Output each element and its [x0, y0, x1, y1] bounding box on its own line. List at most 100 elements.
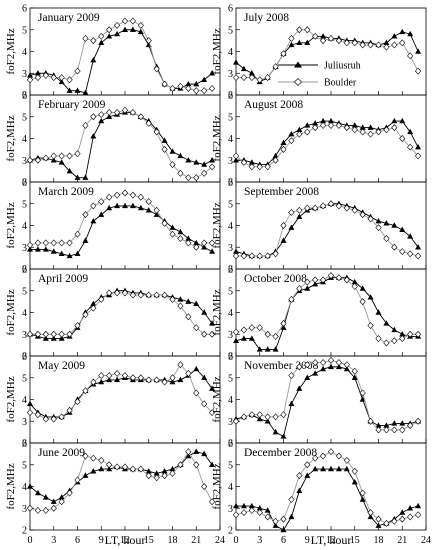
- data-point-boulder: [272, 413, 279, 421]
- series-line-juliusruh: [29, 29, 213, 94]
- data-point-juliusruh: [201, 244, 208, 250]
- data-point-boulder: [240, 413, 248, 421]
- x-tick-label: 21: [397, 535, 407, 546]
- data-point-juliusruh: [296, 126, 303, 132]
- panel-october-2008: 2 3 4 5 6 October 2008: [228, 265, 427, 363]
- data-point-juliusruh: [256, 505, 263, 511]
- y-axis-label: foF2,MHz: [211, 463, 223, 509]
- data-point-boulder: [42, 506, 49, 514]
- series-line-juliusruh: [29, 111, 213, 179]
- data-point-juliusruh: [359, 285, 366, 291]
- y-axis-label: foF2,MHz: [211, 202, 223, 248]
- data-point-boulder: [145, 198, 152, 206]
- data-point-juliusruh: [137, 204, 144, 211]
- data-point-boulder: [288, 209, 295, 216]
- y-axis-label: foF2,MHz: [211, 28, 223, 74]
- data-point-juliusruh: [153, 470, 160, 476]
- data-point-boulder: [280, 222, 287, 229]
- series-line-juliusruh: [236, 468, 419, 531]
- data-point-boulder: [208, 498, 216, 506]
- data-point-juliusruh: [50, 335, 57, 341]
- data-point-boulder: [201, 169, 208, 177]
- data-point-boulder: [383, 126, 390, 134]
- y-tick-label: 5: [228, 199, 233, 210]
- data-point-juliusruh: [90, 57, 97, 63]
- x-tick-label: 9: [99, 535, 104, 546]
- data-point-juliusruh: [272, 522, 279, 528]
- series-line-boulder: [236, 203, 419, 257]
- y-tick-label: 2: [228, 526, 233, 537]
- data-point-boulder: [288, 496, 295, 503]
- data-point-boulder: [208, 163, 216, 171]
- data-point-boulder: [106, 289, 113, 297]
- data-point-boulder: [399, 39, 406, 47]
- data-point-boulder: [327, 122, 335, 129]
- data-point-boulder: [304, 128, 311, 136]
- data-point-juliusruh: [407, 233, 414, 239]
- data-point-boulder: [185, 448, 192, 456]
- data-point-boulder: [161, 472, 168, 480]
- data-point-boulder: [145, 37, 152, 45]
- data-point-boulder: [343, 204, 350, 212]
- data-point-juliusruh: [351, 374, 358, 380]
- x-tick-label: 6: [75, 535, 80, 546]
- y-tick-label: 4: [22, 134, 27, 145]
- data-point-boulder: [98, 111, 105, 119]
- data-point-juliusruh: [27, 72, 33, 78]
- data-point-juliusruh: [201, 309, 208, 315]
- data-point-boulder: [232, 152, 240, 160]
- data-point-boulder: [82, 387, 89, 395]
- data-point-juliusruh: [58, 335, 65, 341]
- data-point-boulder: [312, 124, 319, 132]
- data-point-juliusruh: [66, 87, 73, 93]
- data-point-boulder: [26, 76, 34, 84]
- data-point-juliusruh: [391, 420, 398, 426]
- data-point-boulder: [66, 489, 73, 497]
- data-point-juliusruh: [335, 465, 342, 472]
- data-point-boulder: [414, 152, 422, 160]
- y-tick-label: 2: [228, 91, 233, 102]
- data-point-juliusruh: [193, 448, 200, 454]
- data-point-boulder: [375, 515, 382, 523]
- data-point-juliusruh: [58, 78, 65, 85]
- data-point-juliusruh: [320, 365, 327, 372]
- y-axis-label: foF2,MHz: [211, 115, 223, 161]
- y-tick-label: 3: [228, 243, 233, 254]
- data-point-boulder: [201, 330, 208, 338]
- panel-april-2009: 2 3 4 5 6 April 2009: [22, 265, 221, 363]
- data-point-boulder: [383, 426, 390, 434]
- legend-marker-juliusruh: [294, 61, 302, 68]
- data-point-boulder: [169, 470, 176, 477]
- data-point-boulder: [288, 296, 295, 303]
- data-point-boulder: [74, 476, 81, 484]
- data-point-juliusruh: [415, 48, 422, 54]
- data-point-juliusruh: [383, 39, 390, 45]
- data-point-juliusruh: [50, 157, 57, 163]
- panel-title: April 2009: [38, 273, 88, 285]
- data-point-boulder: [248, 163, 255, 171]
- data-point-boulder: [264, 252, 271, 260]
- data-point-boulder: [137, 465, 144, 473]
- data-point-juliusruh: [304, 122, 311, 128]
- data-point-boulder: [66, 239, 73, 247]
- data-point-boulder: [106, 193, 113, 201]
- data-point-boulder: [407, 422, 414, 430]
- series-line-juliusruh: [29, 368, 213, 418]
- data-point-boulder: [129, 465, 137, 473]
- data-point-boulder: [74, 322, 81, 329]
- data-point-juliusruh: [201, 76, 208, 82]
- y-tick-label: 2: [22, 439, 27, 450]
- y-tick-label: 6: [22, 352, 27, 363]
- series-line-juliusruh: [235, 366, 419, 438]
- y-tick-label: 6: [228, 4, 233, 15]
- data-point-juliusruh: [359, 396, 366, 402]
- data-point-boulder: [177, 302, 184, 310]
- data-point-juliusruh: [106, 376, 113, 383]
- data-point-boulder: [383, 520, 390, 527]
- data-point-boulder: [34, 330, 42, 338]
- data-point-juliusruh: [74, 174, 81, 180]
- data-point-juliusruh: [177, 152, 184, 159]
- data-point-boulder: [66, 152, 73, 160]
- y-tick-label: 5: [228, 25, 233, 36]
